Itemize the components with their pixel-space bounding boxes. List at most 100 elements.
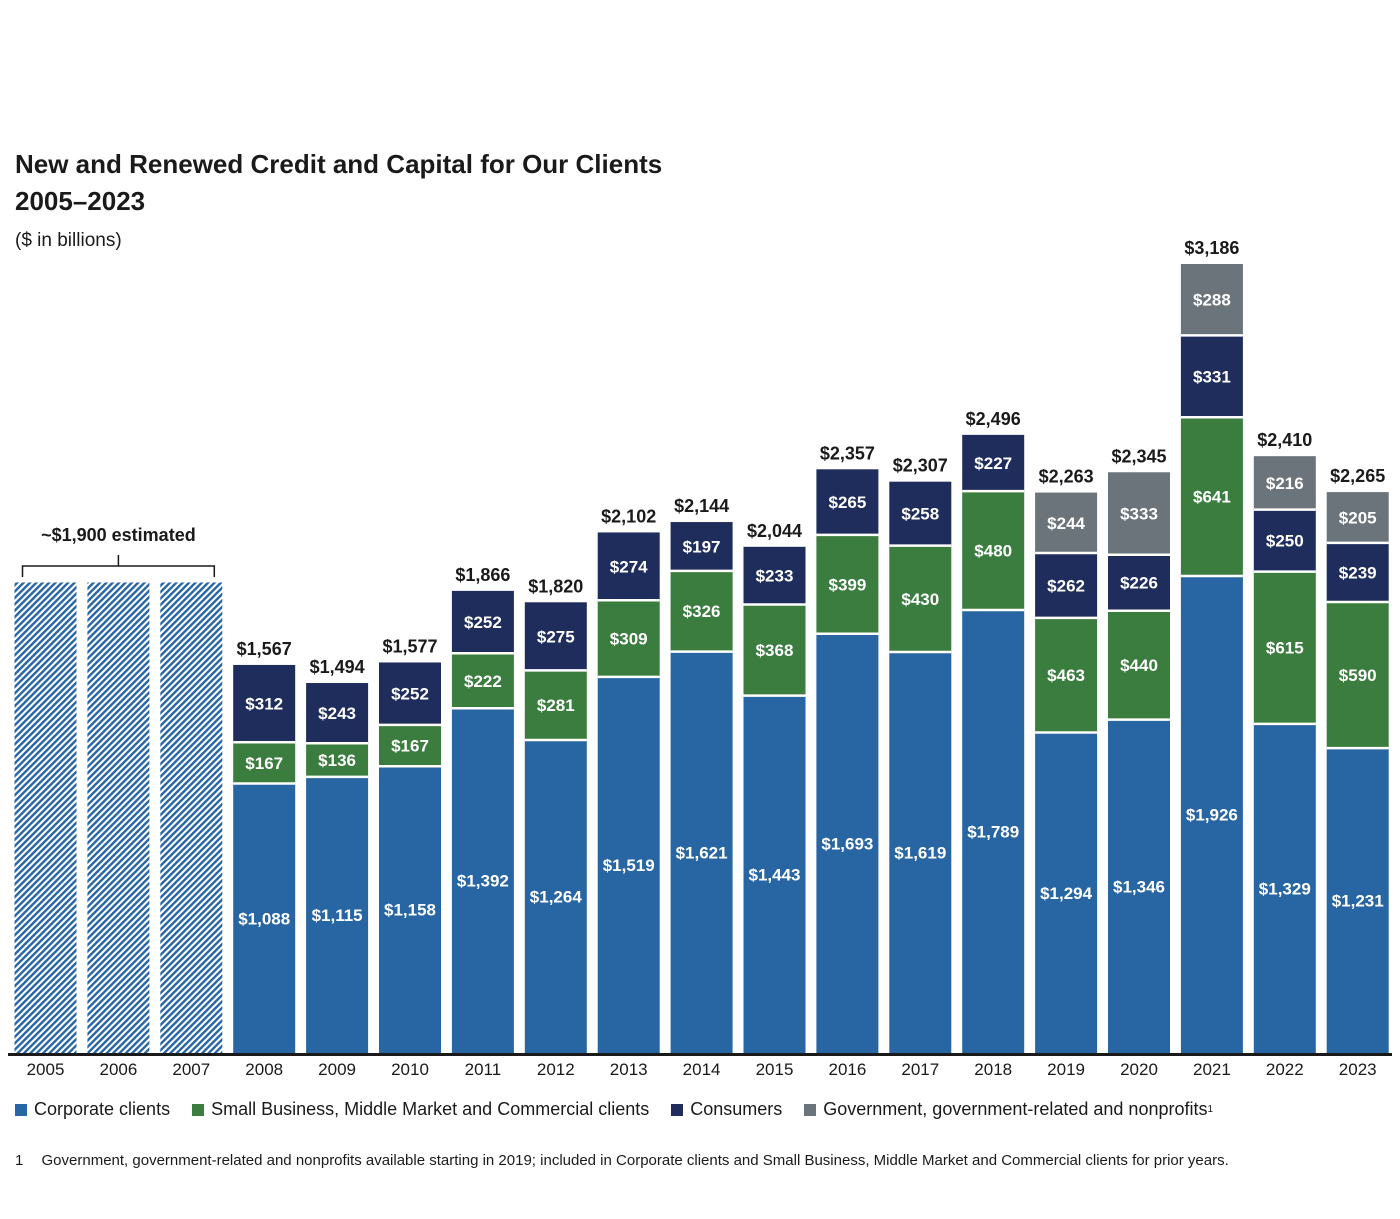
data-label-consumers-2019: $262 bbox=[1047, 576, 1085, 595]
bar-corporate-2008 bbox=[233, 783, 296, 1053]
data-label-corporate-2008: $1,088 bbox=[238, 909, 290, 928]
bar-small_business-2015 bbox=[743, 604, 806, 696]
data-label-small_business-2023: $590 bbox=[1339, 666, 1377, 685]
bar-consumers-2019 bbox=[1035, 553, 1098, 618]
data-label-corporate-2023: $1,231 bbox=[1332, 892, 1384, 911]
x-tick-label-2007: 2007 bbox=[172, 1060, 210, 1079]
bar-small_business-2021 bbox=[1180, 417, 1243, 577]
footnote-text: Government, government-related and nonpr… bbox=[41, 1152, 1229, 1169]
footnote-number: 1 bbox=[15, 1152, 24, 1169]
bar-consumers-2016 bbox=[816, 469, 879, 535]
data-label-government-2023: $205 bbox=[1339, 508, 1377, 527]
estimate-label: ~$1,900 estimated bbox=[41, 525, 196, 545]
bar-consumers-2022 bbox=[1253, 509, 1316, 572]
x-tick-label-2016: 2016 bbox=[828, 1060, 866, 1079]
data-label-government-2019: $244 bbox=[1047, 514, 1085, 533]
total-label-2016: $2,357 bbox=[820, 443, 875, 463]
stacked-bar-chart: 2005 2006 2007 2008 $1,088 $167 $312 $1,567 2009… bbox=[8, 238, 1392, 1079]
data-label-small_business-2014: $326 bbox=[683, 602, 721, 621]
legend-item-small_business: Small Business, Middle Market and Commer… bbox=[192, 1099, 649, 1120]
data-label-consumers-2008: $312 bbox=[245, 695, 283, 714]
bar-corporate-2016 bbox=[816, 633, 879, 1053]
x-tick-label-2022: 2022 bbox=[1266, 1060, 1304, 1079]
chart-title-line2: 2005–2023 bbox=[15, 186, 146, 216]
data-label-consumers-2015: $233 bbox=[756, 567, 794, 586]
legend-item-government: Government, government-related and nonpr… bbox=[804, 1099, 1213, 1120]
legend-item-corporate: Corporate clients bbox=[15, 1099, 170, 1120]
bar-corporate-2022 bbox=[1253, 723, 1316, 1053]
data-label-small_business-2009: $136 bbox=[318, 751, 356, 770]
bar-corporate-2020 bbox=[1108, 719, 1170, 1053]
data-label-corporate-2014: $1,621 bbox=[676, 843, 728, 862]
legend-swatch-small_business bbox=[192, 1103, 205, 1116]
bar-corporate-2012 bbox=[524, 739, 587, 1053]
bar-small_business-2012 bbox=[524, 670, 587, 740]
bar-government-2021 bbox=[1180, 264, 1243, 336]
total-label-2018: $2,496 bbox=[966, 409, 1021, 429]
legend-swatch-consumers bbox=[671, 1103, 684, 1116]
x-tick-label-2010: 2010 bbox=[391, 1060, 429, 1079]
data-label-government-2020: $333 bbox=[1120, 505, 1158, 524]
total-label-2015: $2,044 bbox=[747, 521, 802, 541]
x-tick-label-2011: 2011 bbox=[465, 1060, 502, 1079]
legend-swatch-corporate bbox=[15, 1103, 27, 1116]
legend-swatch-government bbox=[804, 1103, 817, 1116]
bar-small_business-2016 bbox=[816, 534, 879, 634]
legend-footnote-marker: 1 bbox=[1207, 1104, 1214, 1115]
data-label-consumers-2011: $252 bbox=[464, 613, 502, 632]
x-tick-label-2005: 2005 bbox=[27, 1060, 65, 1079]
data-label-consumers-2013: $274 bbox=[610, 557, 648, 576]
data-label-consumers-2012: $275 bbox=[537, 627, 575, 646]
data-label-small_business-2020: $440 bbox=[1120, 656, 1158, 675]
data-label-corporate-2012: $1,264 bbox=[530, 887, 583, 906]
data-label-small_business-2016: $399 bbox=[828, 575, 866, 594]
x-tick-label-2012: 2012 bbox=[537, 1060, 575, 1079]
bar-government-2020 bbox=[1108, 472, 1170, 555]
bar-consumers-2008 bbox=[233, 664, 296, 743]
legend-label-small_business: Small Business, Middle Market and Commer… bbox=[211, 1099, 650, 1119]
x-tick-label-2014: 2014 bbox=[683, 1060, 721, 1079]
bar-small_business-2008 bbox=[233, 742, 296, 784]
total-label-2019: $2,263 bbox=[1039, 467, 1094, 487]
x-tick-label-2006: 2006 bbox=[99, 1060, 137, 1079]
total-label-2022: $2,410 bbox=[1257, 430, 1312, 450]
data-label-corporate-2010: $1,158 bbox=[384, 901, 436, 920]
data-label-small_business-2015: $368 bbox=[756, 641, 794, 660]
total-label-2011: $1,866 bbox=[455, 565, 510, 585]
x-tick-label-2020: 2020 bbox=[1120, 1060, 1158, 1079]
data-label-small_business-2022: $615 bbox=[1266, 639, 1304, 658]
data-label-small_business-2019: $463 bbox=[1047, 666, 1085, 685]
bar-small_business-2011 bbox=[451, 653, 514, 709]
data-label-consumers-2017: $258 bbox=[901, 505, 939, 524]
bar-corporate-2014 bbox=[670, 651, 733, 1053]
legend-label-consumers: Consumers bbox=[690, 1099, 783, 1119]
data-label-corporate-2015: $1,443 bbox=[749, 865, 801, 884]
bar-small_business-2018 bbox=[962, 491, 1025, 610]
data-label-small_business-2012: $281 bbox=[537, 696, 575, 715]
data-label-corporate-2009: $1,115 bbox=[312, 906, 363, 925]
bar-consumers-2011 bbox=[451, 590, 514, 654]
x-tick-label-2008: 2008 bbox=[245, 1060, 283, 1079]
bar-corporate-2010 bbox=[379, 766, 441, 1053]
data-label-consumers-2022: $250 bbox=[1266, 532, 1304, 551]
footnote: 1 Government, government-related and non… bbox=[15, 1152, 1229, 1169]
x-tick-label-2023: 2023 bbox=[1339, 1060, 1377, 1079]
bar-corporate-2011 bbox=[451, 708, 514, 1053]
estimated-bar-2005 bbox=[14, 582, 77, 1053]
x-tick-label-2009: 2009 bbox=[318, 1060, 356, 1079]
data-label-government-2021: $288 bbox=[1193, 291, 1231, 310]
data-label-corporate-2016: $1,693 bbox=[821, 834, 873, 853]
chart-title: New and Renewed Credit and Capital for O… bbox=[15, 146, 662, 220]
bar-small_business-2022 bbox=[1253, 571, 1316, 724]
estimated-bar-2007 bbox=[160, 582, 223, 1053]
bar-small_business-2013 bbox=[597, 600, 660, 677]
bar-small_business-2020 bbox=[1108, 610, 1170, 720]
total-label-2020: $2,345 bbox=[1111, 446, 1166, 466]
bar-consumers-2015 bbox=[743, 546, 806, 605]
data-label-corporate-2017: $1,619 bbox=[894, 844, 946, 863]
bar-small_business-2017 bbox=[889, 545, 952, 653]
x-tick-label-2017: 2017 bbox=[901, 1060, 939, 1079]
estimated-bar-2006 bbox=[87, 582, 150, 1053]
bar-consumers-2012 bbox=[524, 602, 587, 671]
total-label-2013: $2,102 bbox=[601, 506, 656, 526]
